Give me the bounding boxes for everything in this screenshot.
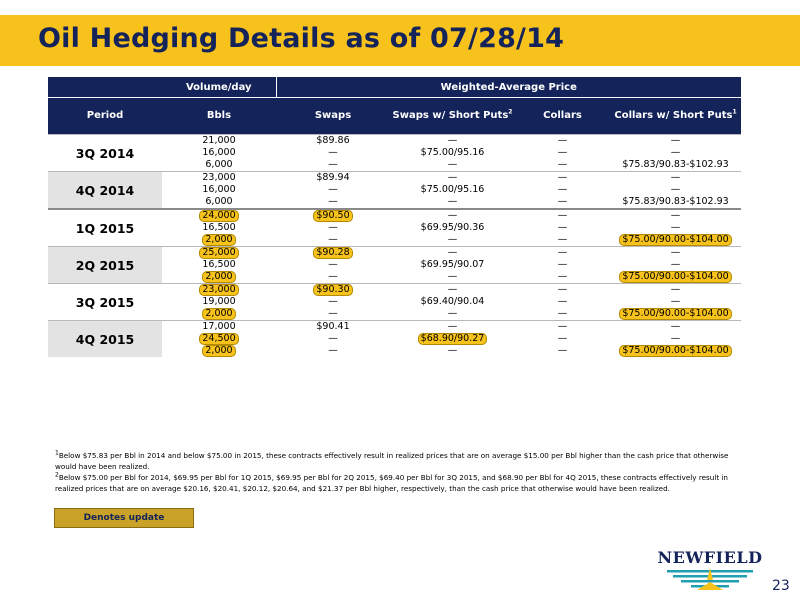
hedging-table: Volume/day Weighted-Average Price Period…	[48, 77, 742, 357]
update-highlight: 23,000	[199, 284, 239, 296]
footnote-2: 2Below $75.00 per Bbl for 2014, $69.95 p…	[55, 471, 728, 493]
title-bar	[0, 15, 800, 66]
header-volume-day: Volume/day	[162, 77, 276, 98]
header-swaps: Swaps	[276, 97, 390, 135]
period-cell: 4Q 2014	[48, 171, 162, 209]
table-row: 3Q 2014 21,000 16,000 6,000 $89.86— — — $75.…	[48, 134, 742, 172]
period-cell: 3Q 2015	[48, 283, 162, 321]
header-row-top: Volume/day Weighted-Average Price	[48, 77, 742, 98]
hedging-table-body: 3Q 2014 21,000 16,000 6,000 $89.86— — — $75.…	[48, 134, 742, 357]
period-cell: 3Q 2014	[48, 134, 162, 172]
logo-text: NEWFIELD	[657, 548, 763, 567]
swaps-short-puts-cell: — $75.00/95.16—	[390, 134, 515, 172]
swaps-cell: $90.41— —	[276, 320, 390, 357]
header-collars-short-puts: Collars w/ Short Puts1	[610, 97, 742, 135]
collars-short-puts-cell: — — $75.83/90.83-$102.93	[610, 171, 742, 209]
collars-short-puts-cell: — — $75.00/90.00-$104.00	[610, 320, 742, 357]
swaps-short-puts-cell: — $69.95/90.36—	[390, 208, 515, 247]
collars-short-puts-cell: — — $75.00/90.00-$104.00	[610, 246, 742, 284]
update-legend: Denotes update	[54, 508, 194, 528]
bbls-cell: 23,000 16,000 6,000	[162, 171, 276, 209]
swaps-short-puts-cell: — $69.95/90.07—	[390, 246, 515, 284]
swaps-cell: $90.30— —	[276, 283, 390, 321]
header-row-bottom: Period Bbls Swaps Swaps w/ Short Puts2 C…	[48, 97, 742, 135]
update-highlight: $90.30	[313, 284, 353, 296]
header-blank	[48, 77, 162, 98]
table-row: 4Q 2015 17,000 24,500 2,000 $90.41— — — $68.…	[48, 320, 742, 357]
header-weighted-average-price: Weighted-Average Price	[275, 77, 742, 98]
swaps-cell: $90.50— —	[276, 208, 390, 247]
sunrise-icon	[667, 568, 753, 590]
collars-cell: — — —	[515, 208, 610, 247]
table-row: 3Q 2015 23,000 19,000 2,000 $90.30— — — $69.…	[48, 283, 742, 321]
table-row: 2Q 2015 25,000 16,500 2,000 $90.28— — — $69.…	[48, 246, 742, 284]
collars-cell: — — —	[515, 283, 610, 321]
header-bbls: Bbls	[162, 97, 276, 135]
bbls-cell: 23,000 19,000 2,000	[162, 283, 276, 321]
update-highlight: $90.50	[313, 210, 353, 222]
company-logo: NEWFIELD	[650, 548, 770, 596]
swaps-cell: $89.94— —	[276, 171, 390, 209]
page-number: 23	[772, 578, 790, 594]
update-highlight: $90.28	[313, 247, 353, 259]
period-cell: 2Q 2015	[48, 246, 162, 284]
swaps-cell: $89.86— —	[276, 134, 390, 172]
bbls-cell: 25,000 16,500 2,000	[162, 246, 276, 284]
collars-short-puts-cell: — — $75.83/90.83-$102.93	[610, 134, 742, 172]
swaps-short-puts-cell: — $69.40/90.04—	[390, 283, 515, 321]
collars-short-puts-cell: — — $75.00/90.00-$104.00	[610, 283, 742, 321]
swaps-cell: $90.28— —	[276, 246, 390, 284]
collars-cell: — — —	[515, 320, 610, 357]
bbls-cell: 21,000 16,000 6,000	[162, 134, 276, 172]
swaps-short-puts-cell: — $75.00/95.16—	[390, 171, 515, 209]
period-cell: 4Q 2015	[48, 320, 162, 357]
update-highlight: $75.00/90.00-$104.00	[619, 271, 732, 283]
update-highlight: 2,000	[202, 345, 236, 357]
bbls-cell: 24,000 16,500 2,000	[162, 208, 276, 247]
update-highlight: $75.00/90.00-$104.00	[619, 234, 732, 246]
footnotes: 1Below $75.83 per Bbl in 2014 and below …	[55, 450, 745, 494]
update-highlight: $75.00/90.00-$104.00	[619, 345, 732, 357]
page-title: Oil Hedging Details as of 07/28/14	[38, 23, 565, 54]
update-highlight: $75.00/90.00-$104.00	[619, 308, 732, 320]
header-collars: Collars	[515, 97, 610, 135]
bbls-cell: 17,000 24,500 2,000	[162, 320, 276, 357]
footnote-1: 1Below $75.83 per Bbl in 2014 and below …	[55, 449, 729, 471]
update-highlight: $68.90/90.27	[417, 333, 488, 345]
collars-short-puts-cell: — — $75.00/90.00-$104.00	[610, 208, 742, 247]
collars-cell: — — —	[515, 171, 610, 209]
table-row: 1Q 2015 24,000 16,500 2,000 $90.50— — — $69.…	[48, 208, 742, 247]
update-highlight: 25,000	[199, 247, 239, 259]
update-highlight: 2,000	[202, 308, 236, 320]
update-highlight: 2,000	[202, 271, 236, 283]
collars-cell: — — —	[515, 134, 610, 172]
update-highlight: 24,500	[199, 333, 239, 345]
update-highlight: 2,000	[202, 234, 236, 246]
table-row: 4Q 2014 23,000 16,000 6,000 $89.94— — — $75.…	[48, 171, 742, 209]
header-swaps-short-puts: Swaps w/ Short Puts2	[390, 97, 515, 135]
swaps-short-puts-cell: — $68.90/90.27—	[390, 320, 515, 357]
header-period: Period	[48, 97, 162, 135]
period-cell: 1Q 2015	[48, 208, 162, 247]
collars-cell: — — —	[515, 246, 610, 284]
update-highlight: 24,000	[199, 210, 239, 222]
